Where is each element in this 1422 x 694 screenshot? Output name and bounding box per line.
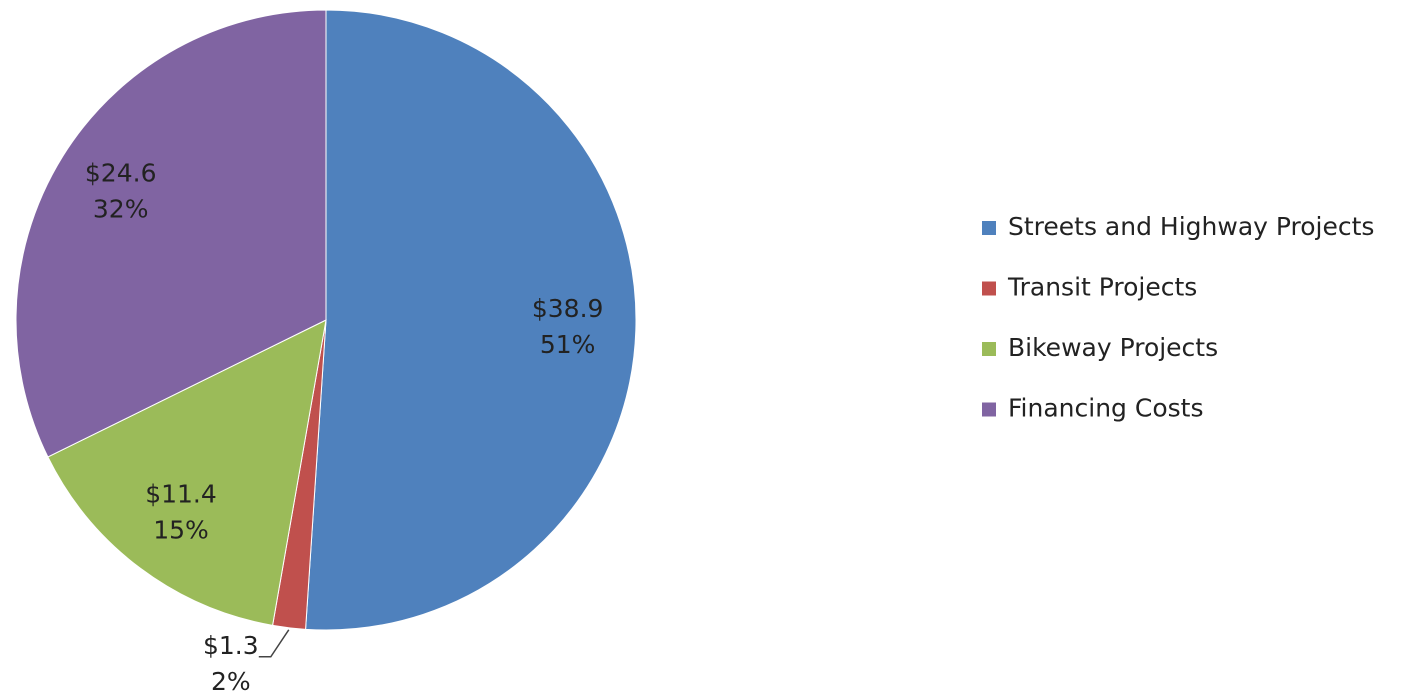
legend-label: Bikeway Projects <box>1008 333 1218 362</box>
legend-label: Financing Costs <box>1008 394 1203 423</box>
pie-slice <box>305 9 637 631</box>
percent-label: 32% <box>93 194 149 223</box>
pie-slice <box>15 9 327 458</box>
data-label: $24.6 <box>85 158 157 187</box>
data-label: $38.9 <box>532 294 604 323</box>
legend-label: Streets and Highway Projects <box>1008 212 1374 241</box>
percent-label: 2% <box>211 667 251 694</box>
legend-swatch <box>982 342 996 356</box>
legend-swatch <box>982 402 996 417</box>
percent-label: 51% <box>540 330 596 359</box>
legend-label: Transit Projects <box>1007 273 1197 302</box>
legend-swatch <box>982 221 996 235</box>
legend-swatch <box>982 281 996 296</box>
pie-slice <box>47 319 327 626</box>
percent-label: 15% <box>153 515 209 544</box>
data-label: $11.4 <box>145 479 217 508</box>
data-label: $1.3 <box>203 631 259 660</box>
leader-line <box>258 629 290 658</box>
